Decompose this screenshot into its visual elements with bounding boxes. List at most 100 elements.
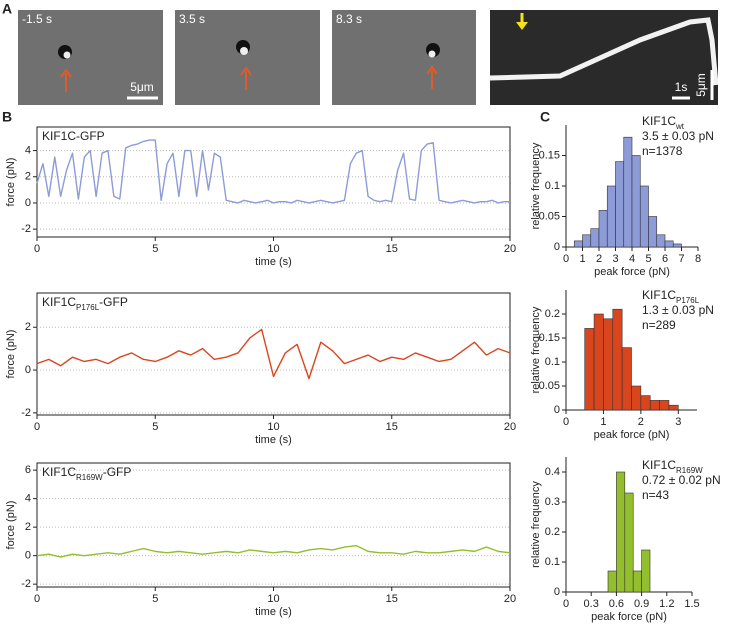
x-axis-label: time (s) [255, 434, 292, 446]
plot-frame [36, 462, 511, 588]
y-tick-label: 0 [25, 550, 31, 562]
time-label: -1.5 s [22, 12, 52, 26]
histogram-bar [582, 234, 592, 248]
histogram-bar [590, 228, 600, 248]
time-bar-label: 1s [675, 80, 688, 94]
x-tick-label: 5 [152, 421, 158, 433]
y-tick-label: 0 [25, 197, 31, 209]
x-tick-label: 2 [638, 416, 644, 428]
histogram-bar [603, 318, 614, 411]
plot-frame [36, 126, 511, 238]
y-tick-label: 0.15 [539, 332, 560, 344]
histogram-bar [668, 404, 679, 411]
scale-bar-label: 5μm [694, 73, 708, 97]
y-axis-label: relative frequency [530, 306, 542, 393]
x-tick-label: 20 [504, 421, 516, 433]
x-tick-label: 15 [386, 421, 398, 433]
label-part: KIF1C [42, 465, 76, 479]
micrograph: -1.5 s 5μm [18, 10, 163, 105]
x-tick-label: 2 [596, 253, 602, 265]
x-tick-label: 3 [612, 253, 618, 265]
x-axis-label: time (s) [255, 606, 292, 618]
force-trace [36, 544, 511, 558]
micrograph: 8.3 s [332, 10, 476, 105]
y-tick-label: 2 [25, 321, 31, 333]
histogram-bar [584, 328, 595, 411]
x-tick-label: 1.5 [684, 598, 699, 610]
x-tick-label: 5 [152, 243, 158, 255]
label-part: KIF1C [642, 458, 676, 472]
x-axis-label: peak force (pN) [594, 429, 670, 441]
histogram-bar [615, 161, 625, 248]
y-tick-label: 0.1 [545, 556, 560, 568]
kymograph: 1s 5μm [489, 10, 719, 105]
x-tick-label: 3 [675, 416, 681, 428]
y-tick-label: 0.2 [545, 526, 560, 538]
label-part: P176L [676, 296, 700, 305]
histogram-bar [631, 385, 642, 411]
histogram-bar [641, 549, 651, 593]
panel-label: B [2, 109, 12, 125]
x-tick-label: 7 [678, 253, 684, 265]
y-tick-label: 4 [25, 144, 31, 156]
y-tick-label: 0 [25, 364, 31, 376]
histogram-bar [623, 136, 633, 248]
y-tick-label: 0 [554, 404, 560, 416]
scale-bar-label: 5μm [130, 80, 154, 94]
label-part: KIF1C [42, 295, 76, 309]
histogram-bar [640, 395, 651, 411]
y-tick-label: 0.4 [545, 466, 560, 478]
label-part: KIF1C [642, 114, 676, 128]
panel-label: C [540, 109, 550, 125]
histogram-bar [616, 471, 626, 593]
y-tick-label: 0.3 [545, 496, 560, 508]
y-axis-label: relative frequency [530, 481, 542, 568]
y-axis-label: force (pN) [5, 501, 17, 550]
label-part: KIF1C [642, 288, 676, 302]
y-tick-label: 0 [554, 586, 560, 598]
x-axis-label: peak force (pN) [591, 611, 667, 623]
chart: 0 0.1 0.2 0.3 0.4 0 0.3 0.6 0.9 1.2 1.5 peak force … [530, 457, 721, 623]
y-axis-label: relative frequency [530, 142, 542, 229]
trace-label: KIF1CR169W-GFP [42, 465, 131, 481]
x-tick-label: 0 [563, 598, 569, 610]
y-tick-label: 4 [25, 493, 31, 505]
histogram-bar [606, 185, 616, 248]
x-tick-label: 15 [386, 593, 398, 605]
micrograph: 3.5 s [175, 10, 320, 105]
plot-frame [36, 292, 511, 416]
y-tick-label: 0.1 [545, 356, 560, 368]
label-part: wt [675, 122, 685, 131]
x-axis-label: peak force (pN) [594, 266, 670, 278]
histogram-bar [624, 492, 634, 593]
annotation: n=43 [642, 488, 669, 502]
y-tick-label: 0 [554, 241, 560, 253]
annotation: n=289 [642, 318, 676, 332]
histogram-bar [639, 185, 649, 248]
x-tick-label: 1.2 [659, 598, 674, 610]
label-part: KIF1C-GFP [42, 129, 105, 143]
x-tick-label: 5 [645, 253, 651, 265]
label-part: R169W [676, 466, 703, 475]
histogram-bar [656, 234, 666, 248]
histogram-bar [672, 243, 682, 248]
y-tick-label: -2 [21, 407, 31, 419]
chart: 0 0.05 0.1 0.15 0.2 0 1 2 3 peak force (pN) relati… [530, 288, 714, 441]
histogram-bar [632, 570, 642, 593]
histogram-bar [648, 216, 658, 248]
histogram-bar [573, 240, 583, 248]
label-part: P176L [76, 303, 100, 312]
x-tick-label: 0 [34, 243, 40, 255]
x-tick-label: 4 [629, 253, 635, 265]
x-tick-label: 5 [152, 593, 158, 605]
annotation: n=1378 [642, 144, 683, 158]
trace-label: KIF1C-GFP [42, 129, 105, 143]
x-tick-label: 8 [695, 253, 701, 265]
histogram-bar [593, 313, 604, 411]
x-tick-label: 10 [267, 421, 279, 433]
x-tick-label: 0 [563, 416, 569, 428]
x-tick-label: 0 [34, 593, 40, 605]
